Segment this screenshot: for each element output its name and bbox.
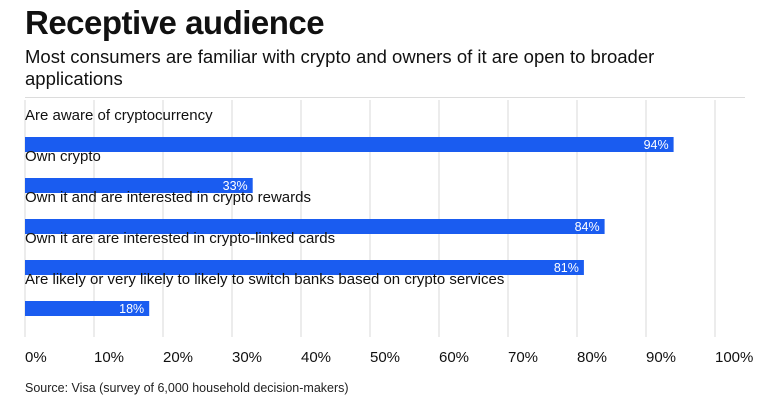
x-tick-label: 20% (163, 349, 193, 366)
x-tick-label: 30% (232, 349, 262, 366)
bar-value-label: 84% (575, 220, 600, 234)
bar-value-label: 81% (554, 261, 579, 275)
category-label: Own it and are interested in crypto rewa… (25, 189, 311, 206)
x-tick-label: 70% (508, 349, 538, 366)
bar (25, 301, 150, 316)
bar-value-label: 94% (644, 138, 669, 152)
bar-chart: 0% 10% 20% 30% 40% 50% 60% 70% 80% 90% 100% Are awa… (24, 100, 753, 366)
bar-value-label: 33% (223, 179, 248, 193)
x-tick-label: 10% (94, 349, 124, 366)
chart-title: Receptive audience (25, 4, 325, 41)
chart-subtitle: Most consumers are familiar with crypto … (25, 46, 655, 89)
source-note: Source: Visa (survey of 6,000 household … (25, 381, 349, 395)
bar (25, 260, 584, 275)
x-tick-label: 100% (715, 349, 753, 366)
category-label: Own it are are interested in crypto-link… (25, 230, 335, 247)
header-divider (25, 97, 745, 98)
bar (25, 219, 605, 234)
x-tick-label: 60% (439, 349, 469, 366)
x-tick-label: 40% (301, 349, 331, 366)
category-label: Are aware of cryptocurrency (25, 107, 213, 124)
x-tick-label: 50% (370, 349, 400, 366)
bar-value-label: 18% (119, 302, 144, 316)
x-tick-label: 80% (577, 349, 607, 366)
category-label: Are likely or very likely to likely to s… (25, 271, 504, 288)
x-tick-label: 0% (25, 349, 47, 366)
bar (25, 137, 674, 152)
category-label: Own crypto (25, 148, 101, 165)
bar (25, 178, 253, 193)
x-tick-label: 90% (646, 349, 676, 366)
